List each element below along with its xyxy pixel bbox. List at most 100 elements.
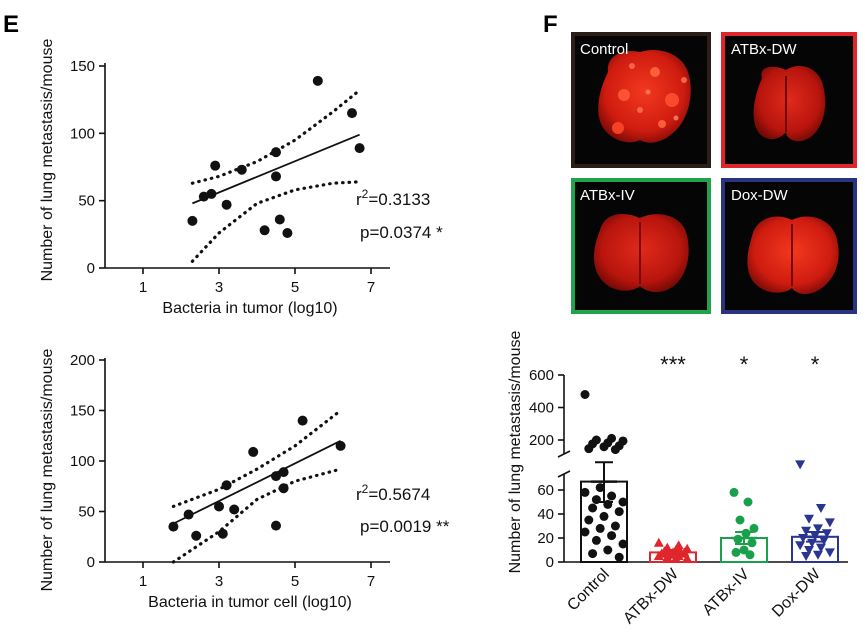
- bar-chart-axis-break-mark-1: [557, 450, 571, 458]
- bar-point-atbx-iv: [729, 487, 739, 497]
- scatter-2-r2-sup: 2: [362, 482, 369, 496]
- bar-point-dox-dw: [821, 529, 832, 539]
- bar-point-dox-dw: [824, 548, 835, 558]
- bar-point-atbx-dw: [682, 553, 693, 563]
- bar-chart-x-labels: Control ATBx-DW ATBx-IV Dox-DW: [564, 565, 824, 627]
- scatter-1-point: [354, 143, 365, 154]
- scatter-1-x-ticks: 1 3 5 7: [139, 268, 375, 296]
- scatter-2-axes: [104, 358, 390, 563]
- bar-chart-y-tick-label: 40: [537, 506, 554, 523]
- bar-point-dox-dw: [801, 552, 812, 561]
- scatter-1-y-tick-label: 150: [70, 58, 95, 75]
- scatter-2-y-tick-label: 50: [78, 504, 95, 521]
- scatter-1-r2-sup: 2: [362, 187, 369, 201]
- scatter-2-ci-lower: [171, 467, 343, 564]
- scatter-2-confidence-band: [171, 408, 343, 564]
- bar-chart-significance: *** * *: [660, 352, 820, 377]
- scatter-1-r2-prefix: r: [356, 190, 362, 209]
- scatter-2-point: [335, 440, 346, 451]
- bar-x-label-atbx-iv: ATBx-IV: [700, 566, 754, 620]
- scatter-2-r2-stat: r2=0.5674: [356, 482, 430, 504]
- scatter-2-x-tick-label: 5: [291, 573, 299, 590]
- panel-f-letter: F: [543, 11, 558, 38]
- scatter-2-regression-line: [173, 439, 341, 525]
- scatter-1-y-tick-label: 0: [87, 260, 95, 277]
- scatter-1-p-stat: p=0.0374 *: [360, 223, 443, 242]
- photo-control-label: Control: [580, 41, 628, 58]
- scatter-2-x-tick-label: 1: [139, 573, 147, 590]
- photo-atbx-dw: ATBx-DW: [721, 32, 857, 168]
- scatter-1-point: [206, 188, 217, 199]
- scatter-2-point: [297, 415, 308, 426]
- panel-e-letter: E: [3, 11, 19, 38]
- significance-atbx-iv: *: [740, 352, 749, 377]
- scatter-2-x-tick-label: 3: [215, 573, 223, 590]
- bar-x-label-atbx-dw: ATBx-DW: [620, 565, 682, 627]
- scatter-2-point: [221, 480, 232, 491]
- bar-point-control: [591, 535, 601, 545]
- photo-control: Control: [571, 32, 711, 168]
- bar-point-control: [607, 531, 617, 541]
- scatter-2-point: [217, 528, 228, 539]
- bar-point-control: [580, 390, 590, 399]
- scatter-2-fit-line: [173, 439, 341, 525]
- scatter-chart-1: 0 50 100 150 1 3 5 7 Bacteria in tumor (log10)…: [39, 39, 443, 317]
- bar-chart-y-axis-title: Number of lung metastasis/mouse: [507, 331, 524, 574]
- bar-point-control: [618, 539, 628, 549]
- bar-point-atbx-dw: [662, 552, 673, 562]
- scatter-1-point: [210, 160, 221, 171]
- scatter-2-point: [168, 521, 179, 532]
- scatter-1-axes: [104, 63, 390, 269]
- scatter-1-point: [221, 199, 232, 210]
- scatter-1-point: [198, 191, 209, 202]
- photo-atbx-dw-lung-image: [753, 66, 826, 142]
- bar-point-control: [580, 527, 590, 537]
- scatter-1-point: [187, 215, 198, 226]
- photo-dox-dw: Dox-DW: [721, 178, 857, 314]
- scatter-2-r2-prefix: r: [356, 485, 362, 504]
- scatter-1-x-tick-label: 1: [139, 279, 147, 296]
- bar-point-control: [618, 497, 628, 507]
- bar-chart: Number of lung metastasis/mouse 0 20 40 60 2…: [507, 331, 848, 627]
- scatter-1-y-tick-label: 100: [70, 125, 95, 142]
- photo-atbx-iv-label: ATBx-IV: [580, 187, 635, 204]
- scatter-2-x-ticks: 1 3 5 7: [139, 562, 375, 590]
- scatter-2-point: [271, 520, 281, 531]
- bar-chart-axes: [557, 375, 848, 563]
- bar-chart-y-tick-label: 200: [529, 432, 554, 449]
- scatter-1-point: [236, 164, 247, 175]
- bar-point-control: [595, 483, 605, 493]
- scatter-2-point: [183, 509, 194, 520]
- scatter-1-point: [282, 227, 293, 238]
- scatter-2-y-axis-title: Number of lung metastasis/mouse: [39, 349, 56, 592]
- scatter-1-fit-line: [192, 133, 360, 205]
- scatter-1-r2-stat: r2=0.3133: [356, 187, 430, 209]
- scatter-1-regression-line: [192, 133, 360, 205]
- bar-chart-y-tick-label: 60: [537, 482, 554, 499]
- scatter-1-y-tick-label: 50: [78, 193, 95, 210]
- bar-point-dox-dw: [804, 514, 815, 524]
- scatter-2-y-ticks: 0 50 100 150 200: [70, 352, 105, 571]
- bar-point-atbx-iv: [749, 523, 759, 533]
- bar-point-atbx-iv: [743, 497, 753, 507]
- bar-x-label-control: Control: [564, 566, 612, 614]
- photo-atbx-iv-lung-image: [593, 214, 689, 293]
- bar-point-control: [607, 491, 617, 501]
- bar-point-dox-dw: [815, 504, 826, 513]
- bar-point-atbx-iv: [735, 515, 745, 525]
- bar-point-atbx-dw: [670, 553, 681, 563]
- lung-photo-grid: Control ATBx-DW ATBx-IV: [571, 32, 857, 314]
- scatter-2-y-tick-label: 200: [70, 352, 95, 369]
- bar-point-control: [614, 552, 624, 562]
- bar-point-dox-dw: [804, 546, 815, 555]
- bar-point-control: [599, 511, 609, 521]
- bar-chart-y-ticks: 0 20 40 60 200 400 600: [529, 367, 564, 571]
- scatter-2-points: [168, 415, 346, 541]
- scatter-1-x-tick-label: 3: [215, 279, 223, 296]
- bar-point-control: [580, 487, 590, 497]
- bar-point-control: [584, 515, 594, 525]
- scatter-1-x-tick-label: 7: [367, 279, 375, 296]
- scatter-2-ci-upper: [171, 408, 343, 508]
- scatter-1-point: [271, 171, 281, 182]
